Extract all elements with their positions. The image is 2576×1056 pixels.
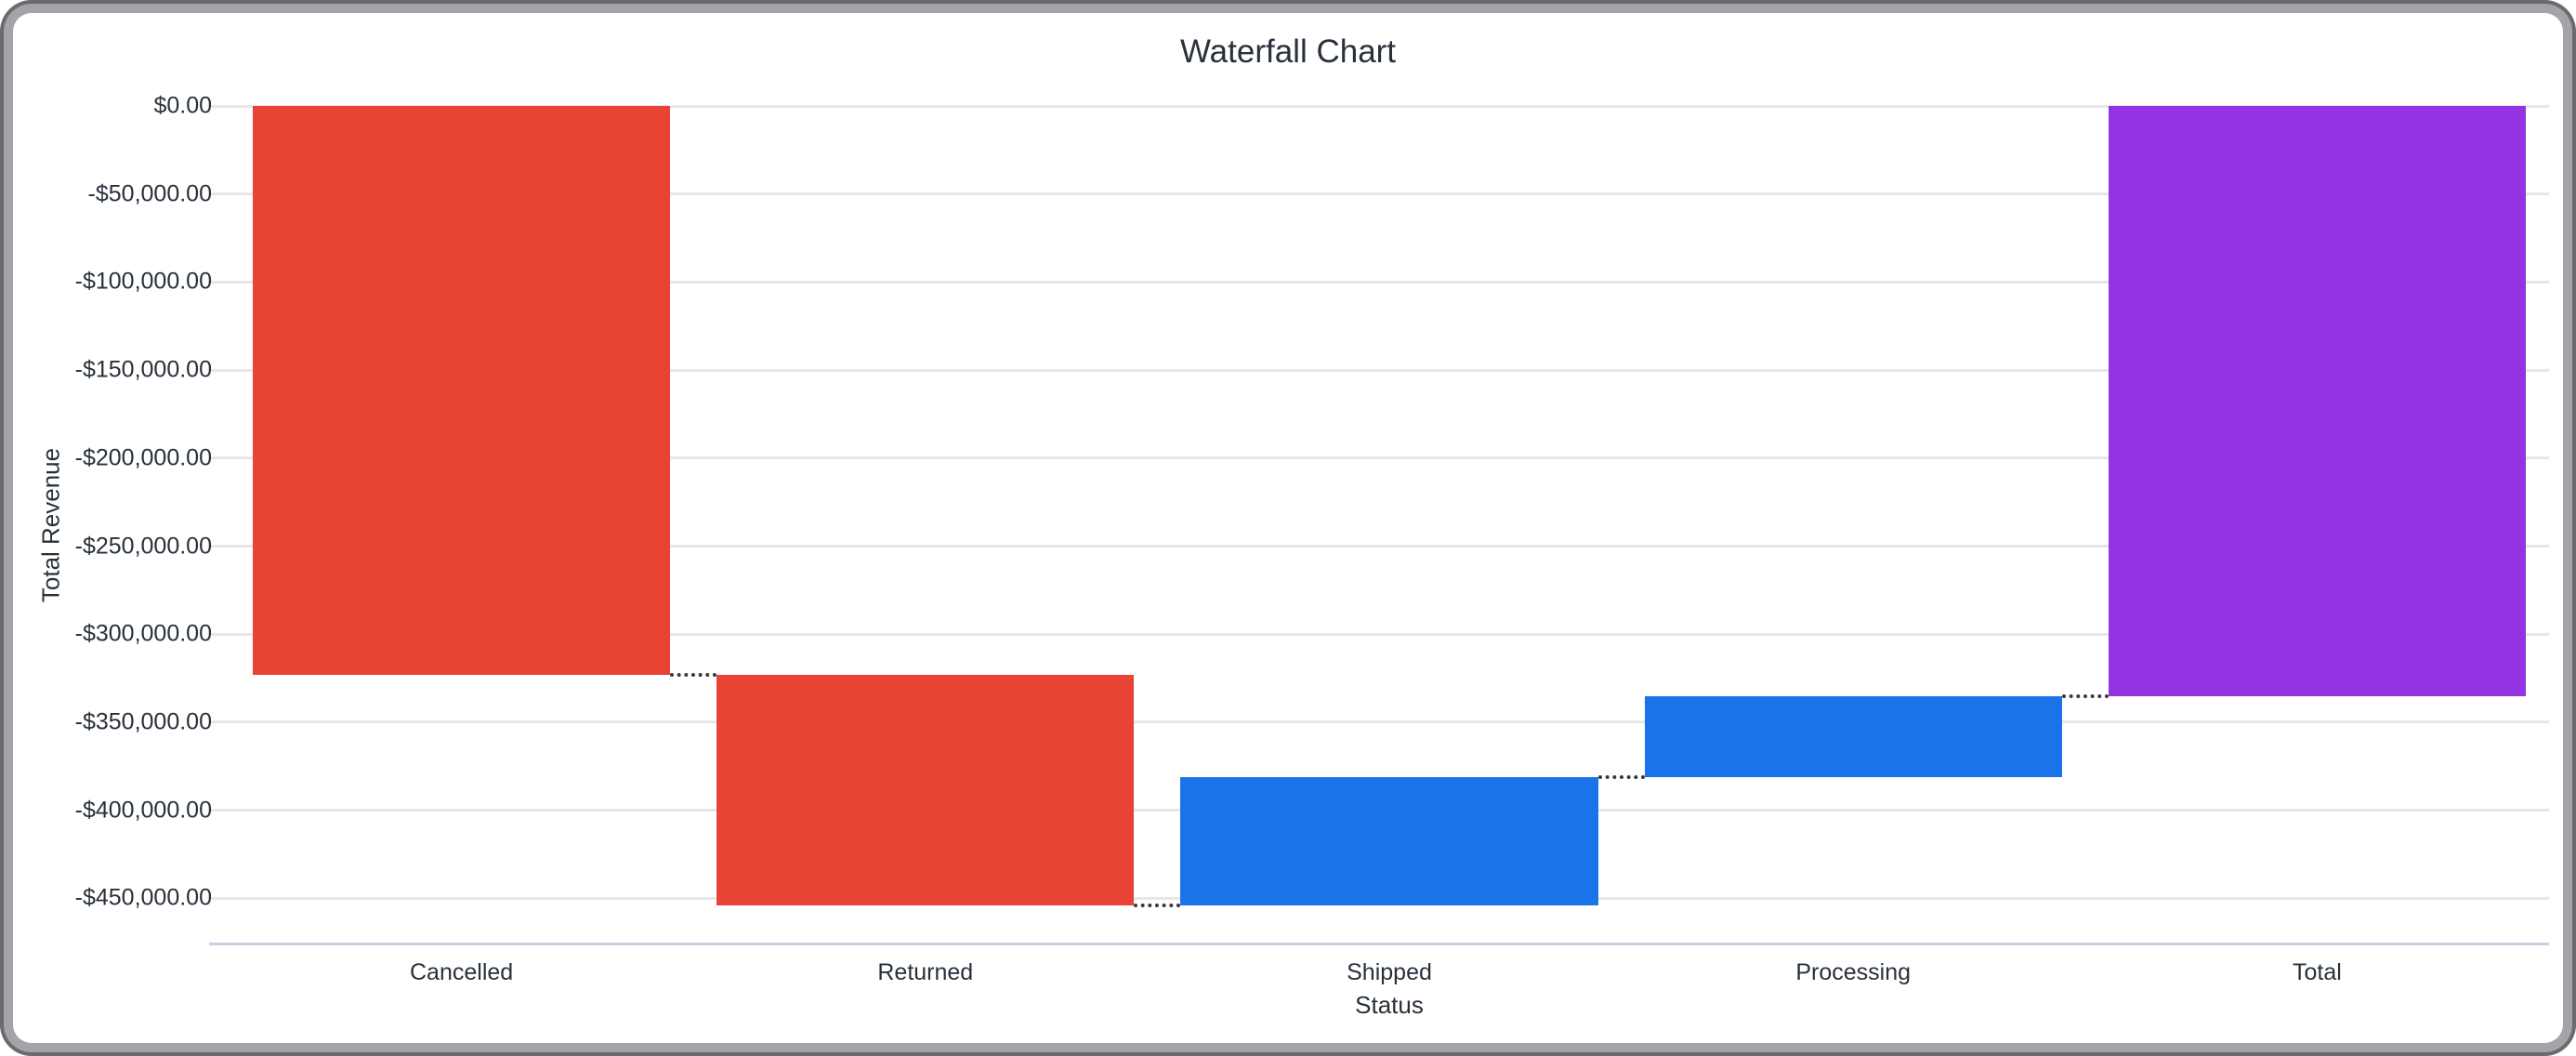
gridline xyxy=(209,545,2549,548)
y-tick-label: -$50,000.00 xyxy=(87,180,212,207)
x-category-label: Shipped xyxy=(1347,959,1432,985)
gridline xyxy=(209,720,2549,724)
bar-total[interactable] xyxy=(2108,106,2527,696)
gridline xyxy=(209,280,2549,284)
waterfall-connector xyxy=(1597,774,1645,779)
y-tick-label: $0.00 xyxy=(153,92,212,119)
bar-shipped[interactable] xyxy=(1180,776,1598,905)
y-tick-label: -$250,000.00 xyxy=(74,533,212,559)
gridline xyxy=(209,456,2549,460)
y-tick-label: -$200,000.00 xyxy=(74,444,212,471)
y-tick-label: -$100,000.00 xyxy=(74,268,212,295)
y-tick-label: -$450,000.00 xyxy=(74,884,212,911)
bar-processing[interactable] xyxy=(1644,695,2062,777)
gridline xyxy=(209,632,2549,636)
x-axis-baseline xyxy=(209,942,2549,945)
y-tick-label: -$150,000.00 xyxy=(74,356,212,383)
waterfall-connector xyxy=(670,673,717,678)
waterfall-connector xyxy=(2061,693,2109,698)
bar-cancelled[interactable] xyxy=(252,106,671,676)
y-tick-label: -$400,000.00 xyxy=(74,797,212,824)
x-category-label: Total xyxy=(2292,959,2342,985)
y-tick-label: -$350,000.00 xyxy=(74,708,212,735)
x-axis-title: Status xyxy=(1355,991,1424,1019)
x-category-label: Returned xyxy=(877,959,974,985)
y-tick-label: -$300,000.00 xyxy=(74,620,212,647)
gridline xyxy=(209,104,2549,108)
waterfall-connector xyxy=(1134,903,1181,907)
gridline xyxy=(209,192,2549,196)
gridline xyxy=(209,368,2549,372)
x-category-label: Processing xyxy=(1795,959,1912,985)
bar-returned[interactable] xyxy=(716,675,1135,905)
chart-title: Waterfall Chart xyxy=(1179,33,1397,70)
x-category-label: Cancelled xyxy=(410,959,514,985)
